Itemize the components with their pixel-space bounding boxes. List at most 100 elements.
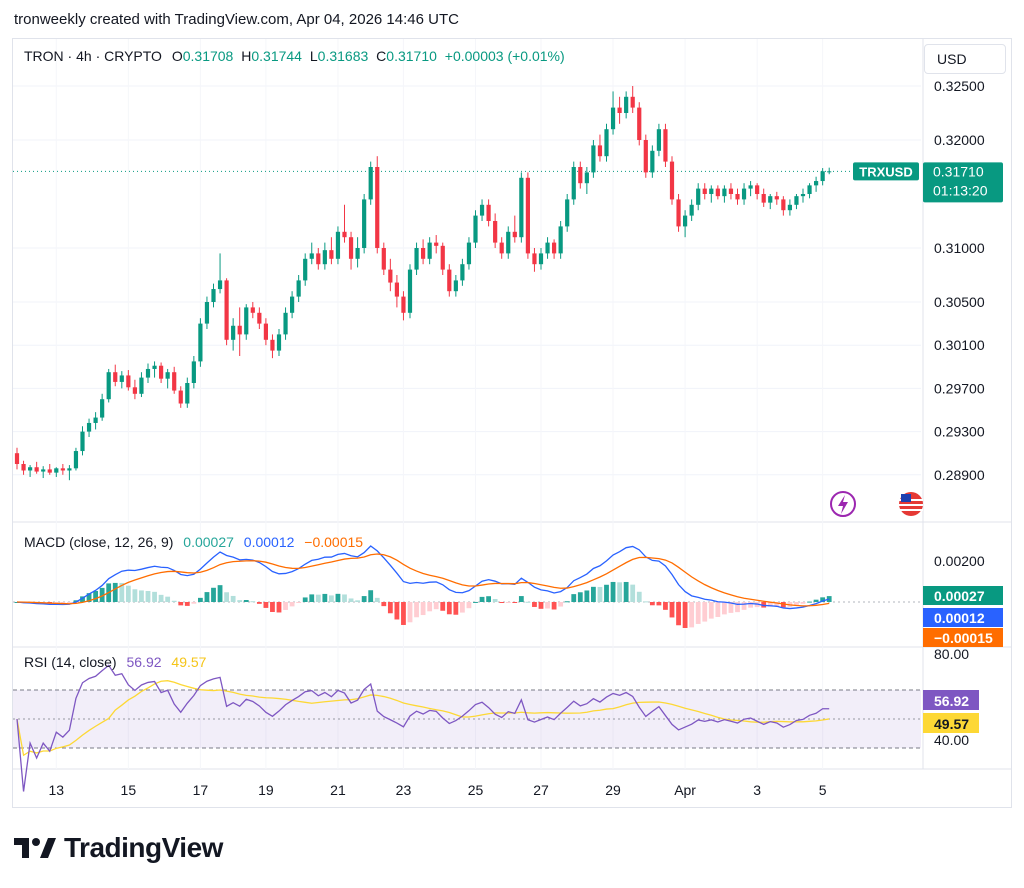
gridlines (13, 39, 1011, 770)
candle-body (506, 231, 511, 254)
macd-histogram-bar (243, 600, 249, 602)
candle-body (741, 188, 747, 200)
candle-body (257, 312, 262, 324)
chart-canvas[interactable]: 0.00200 0.00027 0.00012 −0.00015 80.00 40.00… (13, 39, 1011, 807)
open-label: O (171, 48, 183, 64)
macd-histogram-bar (722, 602, 727, 615)
macd-histogram-bar (440, 602, 446, 611)
candle-body (237, 325, 242, 335)
macd-value-tag-text: 0.00027 (934, 588, 985, 604)
candle-body (800, 194, 806, 197)
rsi-ma-value: 49.57 (171, 654, 207, 670)
candle-body (610, 107, 616, 130)
macd-histogram-bar (545, 602, 550, 609)
close-value: 0.31710 (386, 48, 437, 64)
candle-body (329, 250, 334, 259)
time-axis-label: 17 (193, 782, 209, 798)
candle-body (47, 469, 52, 473)
macd-histogram-bar (420, 602, 426, 616)
rsi-axis-label: 80.00 (934, 646, 969, 662)
candle-body (683, 215, 688, 227)
candle-body (669, 161, 675, 200)
close-label: C (376, 48, 387, 64)
macd-histogram-bar (256, 602, 262, 604)
macd-histogram-bar (695, 602, 701, 624)
candle-body (335, 231, 341, 259)
candle-body (656, 129, 661, 151)
time-axis-label: 21 (330, 782, 346, 798)
time-axis-label: 23 (396, 782, 412, 798)
macd-title[interactable]: MACD (close, 12, 26, 9) (24, 534, 174, 550)
macd-line-value: 0.00012 (243, 534, 295, 550)
candle-body (624, 96, 629, 113)
candle-body (519, 177, 524, 238)
macd-histogram-bar (630, 584, 636, 602)
macd-histogram-bar (663, 602, 668, 610)
chart-panel[interactable]: 0.00200 0.00027 0.00012 −0.00015 80.00 40.00… (12, 38, 1012, 808)
symbol-title[interactable]: TRON · 4h · CRYPTO (24, 48, 162, 64)
macd-histogram-bar (433, 602, 439, 610)
us-flag-icon (901, 494, 911, 502)
candle-body (296, 280, 301, 297)
macd-histogram-bar (676, 602, 681, 626)
macd-histogram-bar (689, 602, 695, 628)
macd-histogram-bar (499, 602, 505, 603)
macd-histogram-bar (224, 592, 229, 602)
macd-histogram-bar (518, 596, 524, 602)
candle-body (185, 383, 190, 404)
candle-body (565, 199, 570, 227)
macd-histogram-bar (564, 601, 570, 603)
candle-body (309, 253, 314, 259)
macd-histogram-bar (427, 602, 433, 612)
time-axis-label: 27 (533, 782, 549, 798)
rsi-title[interactable]: RSI (14, close) (24, 654, 117, 670)
candle-body (584, 172, 589, 184)
macd-histogram-bar (125, 585, 131, 602)
macd-histogram-bar (342, 594, 347, 602)
candle-body (447, 269, 452, 292)
candle-body (191, 361, 196, 383)
currency-button[interactable]: USD (924, 44, 1006, 74)
macd-histogram-bar (289, 602, 295, 607)
candle-body (787, 204, 792, 211)
candle-body (80, 431, 85, 452)
candle-body (270, 339, 275, 351)
candle-body (100, 399, 105, 418)
low-value: 0.31683 (317, 48, 369, 64)
price-tag (923, 162, 1003, 203)
macd-value-tag (923, 628, 1003, 647)
macd-signal-value: −0.00015 (304, 534, 364, 550)
macd-histogram-bar (73, 600, 79, 602)
candle-body (630, 96, 635, 108)
macd-histogram-bar (211, 587, 216, 602)
change-value: +0.00003 (+0.01%) (444, 48, 565, 64)
macd-histogram-bar (276, 602, 282, 613)
candle-body (106, 372, 111, 400)
macd-histogram-bar (322, 593, 328, 602)
macd-histogram-bar (715, 602, 721, 617)
macd-histogram-bar (204, 592, 210, 602)
candle-body (525, 177, 530, 254)
macd-histogram-bar (682, 602, 688, 628)
candle-body (604, 129, 609, 157)
macd-histogram-bar (263, 602, 269, 608)
candle-body (650, 150, 655, 173)
lightning-icon (838, 495, 848, 514)
candle-body (427, 242, 432, 259)
macd-histogram-bar (165, 596, 171, 602)
candle-body (735, 194, 740, 200)
macd-histogram-bar (636, 591, 642, 602)
rsi-pane: 80.00 40.00 56.92 49.57 (13, 646, 979, 792)
price-tag-price: 0.31710 (933, 163, 984, 179)
candle-body (21, 464, 26, 471)
macd-histogram-bar (315, 594, 321, 602)
candle-body (696, 188, 701, 205)
tradingview-wordmark: TradingView (64, 832, 223, 863)
macd-histogram-bar (780, 602, 786, 608)
tradingview-logo-icon (14, 838, 56, 858)
macd-histogram-bar (748, 602, 753, 608)
macd-histogram-bar (649, 602, 655, 606)
macd-histogram-bar (591, 586, 596, 602)
candle-body (689, 204, 694, 216)
macd-histogram-bar (93, 590, 98, 602)
